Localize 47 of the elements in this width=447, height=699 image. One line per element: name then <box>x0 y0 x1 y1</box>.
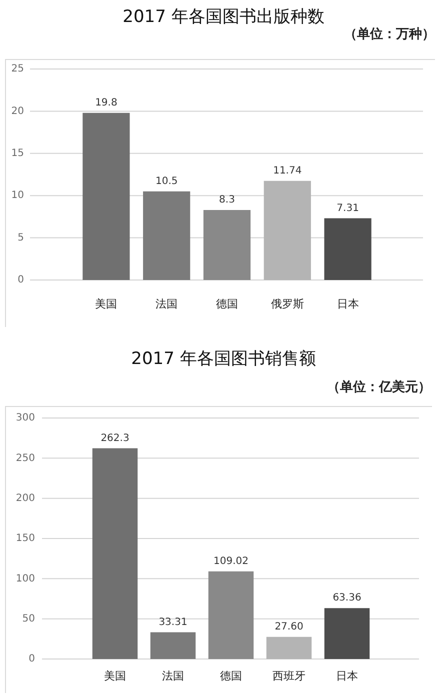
bar <box>264 180 311 280</box>
bar <box>203 210 251 280</box>
bar <box>143 191 190 280</box>
y-tick-label: 250 <box>16 452 35 464</box>
x-tick-label: 法国 <box>156 297 178 310</box>
data-label: 7.31 <box>336 202 359 214</box>
y-tick-label: 200 <box>16 492 35 504</box>
y-tick-label: 20 <box>11 106 24 117</box>
bar <box>208 571 254 659</box>
x-tick-label: 德国 <box>216 297 238 310</box>
y-tick-label: 25 <box>11 64 24 75</box>
data-label: 63.36 <box>332 592 362 604</box>
x-tick-label: 日本 <box>336 297 359 310</box>
data-label: 262.3 <box>100 432 130 444</box>
y-tick-label: 150 <box>16 533 35 544</box>
chart-subtitle: （单位：亿美元） <box>327 380 431 396</box>
data-label: 27.60 <box>274 621 304 632</box>
y-tick-label: 0 <box>18 274 24 286</box>
data-label: 10.5 <box>155 176 178 187</box>
y-tick-label: 10 <box>11 190 24 202</box>
bar <box>92 448 138 659</box>
y-tick-label: 0 <box>28 654 35 665</box>
bar <box>82 112 130 280</box>
data-label: 19.8 <box>95 97 118 108</box>
y-tick-label: 5 <box>18 232 24 244</box>
bar <box>150 632 196 659</box>
x-tick-label: 西班牙 <box>272 669 306 682</box>
data-label: 109.02 <box>214 556 248 568</box>
x-tick-label: 法国 <box>162 669 184 682</box>
x-tick-label: 德国 <box>220 669 242 682</box>
x-tick-label: 日本 <box>336 669 358 682</box>
bar <box>324 218 372 280</box>
chart-title: 2017 年各国图书销售额 <box>130 349 317 369</box>
x-tick-label: 俄罗斯 <box>270 297 304 310</box>
y-tick-label: 300 <box>16 412 35 424</box>
bar <box>324 608 370 659</box>
y-tick-label: 100 <box>16 573 35 584</box>
chart-subtitle: （单位：万种） <box>344 27 435 43</box>
x-tick-label: 美国 <box>95 297 118 310</box>
data-label: 11.74 <box>273 166 302 177</box>
y-tick-label: 50 <box>22 613 35 624</box>
x-tick-label: 美国 <box>104 669 126 682</box>
y-tick-label: 15 <box>11 148 24 159</box>
data-label: 8.3 <box>219 194 235 206</box>
data-label: 33.31 <box>158 616 188 628</box>
chart-title: 2017 年各国图书出版种数 <box>122 7 326 27</box>
bar <box>266 636 312 659</box>
